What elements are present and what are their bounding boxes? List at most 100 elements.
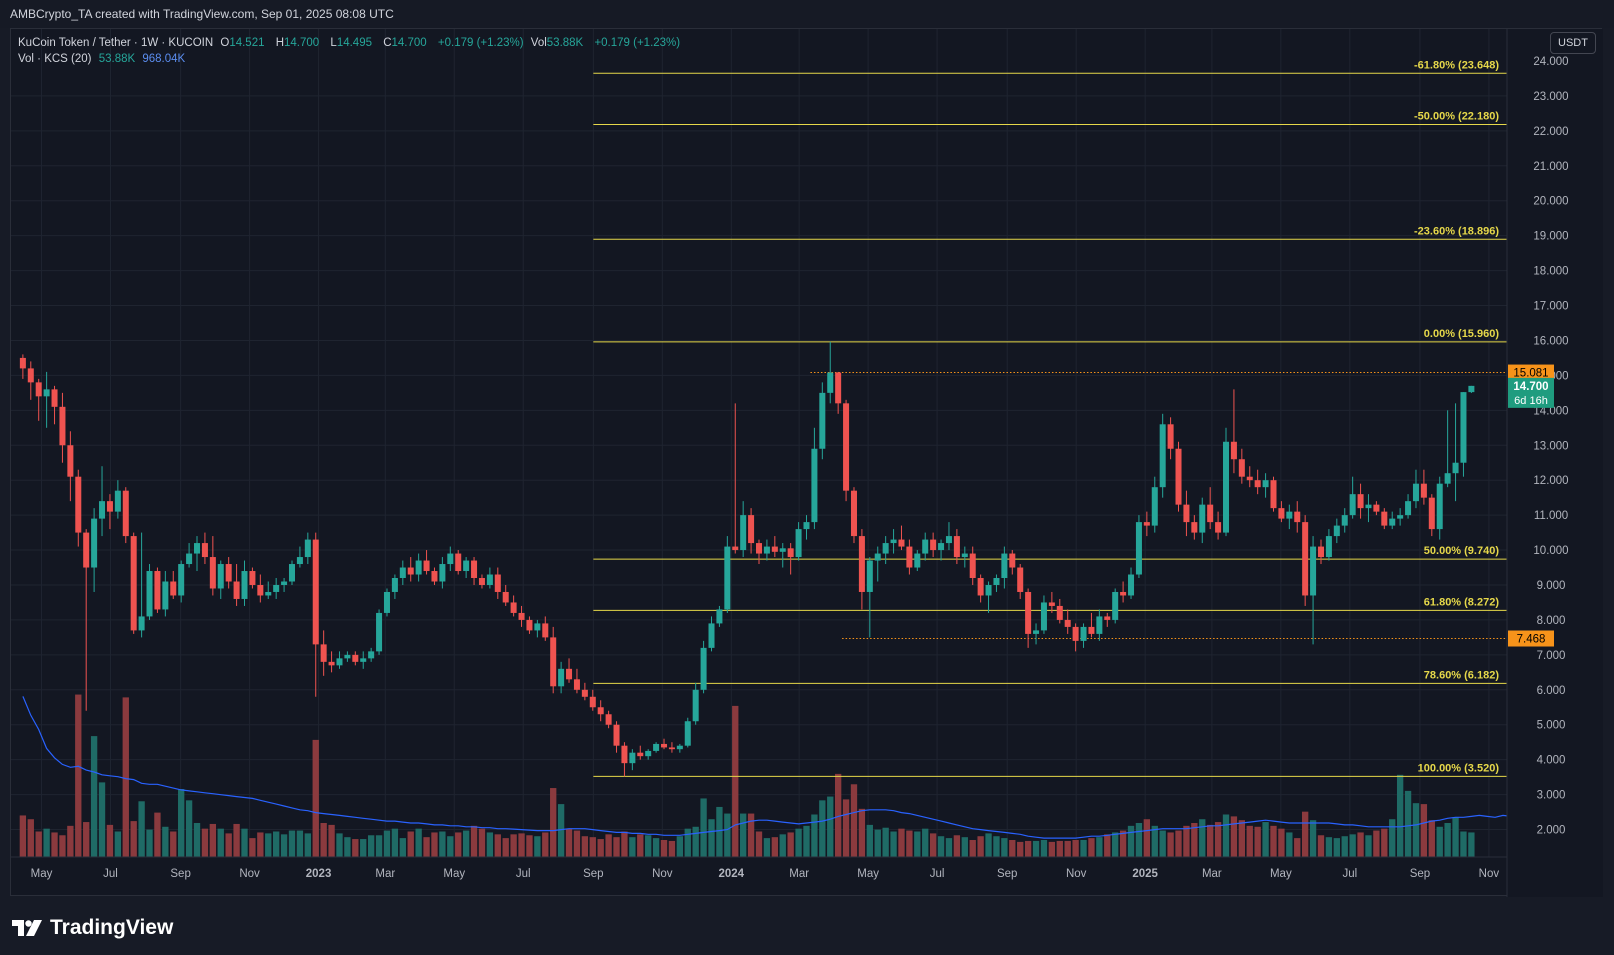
volume-bar xyxy=(842,799,850,857)
volume-bar xyxy=(233,823,240,857)
candle-body xyxy=(819,392,826,449)
volume-bar xyxy=(1317,835,1325,857)
volume-bar xyxy=(1214,822,1222,857)
volume-bar xyxy=(1056,840,1063,857)
candle xyxy=(668,742,675,753)
volume-bar xyxy=(724,813,731,857)
candle-body xyxy=(383,591,390,613)
volume-bar xyxy=(249,838,256,857)
volume-bar xyxy=(288,830,296,857)
price-tick-label: 17.000 xyxy=(1533,301,1568,313)
fibonacci-level-label: -50.00% (22.180) xyxy=(1414,111,1499,123)
candle-body xyxy=(1278,508,1285,519)
candle xyxy=(1381,508,1388,530)
candle-body xyxy=(43,389,50,397)
volume-bar xyxy=(1072,840,1079,857)
candle xyxy=(740,501,747,558)
legend-price-row: KuCoin Token / Tether · 1W · KUCOIN O14.… xyxy=(18,35,684,51)
candle-body xyxy=(1389,518,1396,526)
volume-bar xyxy=(518,833,525,857)
volume-bar xyxy=(83,822,90,857)
price-marker-tag xyxy=(1508,630,1554,647)
candle xyxy=(1452,403,1459,502)
volume-bar xyxy=(1199,819,1206,857)
volume-bar xyxy=(898,828,905,857)
candle xyxy=(407,557,414,582)
volume-bar xyxy=(1032,840,1040,857)
candle-body xyxy=(35,382,42,397)
time-tick-label: Mar xyxy=(789,868,809,880)
candle xyxy=(724,536,731,613)
candle-body xyxy=(146,571,153,617)
volume-bar xyxy=(122,697,129,857)
volume-bar xyxy=(557,804,565,857)
candle xyxy=(1254,469,1261,495)
candle-body xyxy=(684,721,691,746)
price-tick-label: 24.000 xyxy=(1533,56,1568,68)
chart-frame[interactable]: -61.80% (23.648) -50.00% (22.180) -23.60% … xyxy=(10,28,1603,897)
candle-body xyxy=(273,584,280,592)
candle xyxy=(1183,490,1190,537)
candle-body xyxy=(304,539,311,558)
tradingview-logo: TradingView xyxy=(12,916,173,940)
candle-body xyxy=(439,564,446,582)
candle-body xyxy=(1064,619,1071,627)
candle-countdown-label: 6d 16h xyxy=(1514,395,1548,407)
candle xyxy=(138,532,145,638)
candle xyxy=(985,581,992,613)
top-bar: AMBCrypto_TA created with TradingView.co… xyxy=(0,0,1614,28)
volume-bar xyxy=(534,836,541,857)
price-chart[interactable]: -61.80% (23.648) -50.00% (22.180) -23.60% … xyxy=(11,29,1603,897)
volume-bar xyxy=(1119,830,1127,857)
candle-body xyxy=(629,752,636,764)
candle xyxy=(779,543,786,568)
candle xyxy=(1025,588,1032,648)
legend-volume-row: Vol · KCS (20) 53.88K 968.04K xyxy=(18,51,684,67)
volume-bar xyxy=(170,831,177,857)
candle xyxy=(1143,511,1150,537)
candle xyxy=(59,392,66,463)
price-tick-label: 11.000 xyxy=(1534,510,1568,522)
volume-bar xyxy=(1341,836,1348,857)
volume-bar xyxy=(1452,817,1459,857)
candle-body xyxy=(407,567,414,575)
candle xyxy=(344,651,351,662)
candle xyxy=(233,564,240,606)
candle xyxy=(843,399,850,502)
volume-bar xyxy=(850,784,858,857)
candle-body xyxy=(344,654,351,659)
candle xyxy=(368,647,375,662)
candle xyxy=(716,605,723,627)
candle xyxy=(1112,588,1119,624)
legend-volume-indicator[interactable]: Vol · KCS (20) xyxy=(18,53,92,65)
candle-body xyxy=(1294,511,1301,523)
legend-volume-value: 53.88K xyxy=(98,53,136,65)
volume-bar xyxy=(1167,832,1174,857)
volume-bar xyxy=(565,828,573,857)
volume-bar xyxy=(67,825,74,857)
fibonacci-level-label: 0.00% (15.960) xyxy=(1424,328,1500,340)
volume-bar xyxy=(787,832,794,857)
volume-bar xyxy=(1159,830,1166,857)
candle xyxy=(273,578,280,599)
time-tick-label: Nov xyxy=(239,868,260,880)
candle xyxy=(1341,508,1348,533)
candle xyxy=(637,745,644,760)
candle-body xyxy=(67,445,74,477)
volume-bar xyxy=(550,788,557,857)
candle-body xyxy=(542,623,549,638)
time-tick-label: May xyxy=(857,868,879,880)
candle xyxy=(922,532,929,561)
volume-bar xyxy=(953,835,961,857)
currency-unit-button[interactable]: USDT xyxy=(1550,32,1596,54)
candle xyxy=(99,466,106,537)
candle xyxy=(898,525,905,551)
candle-body xyxy=(621,745,628,764)
time-tick-label: May xyxy=(443,868,465,880)
candle-body xyxy=(288,564,296,582)
candle xyxy=(201,532,208,565)
candle-body xyxy=(763,546,770,554)
price-tick-label: 4.000 xyxy=(1537,755,1566,767)
volume-bar xyxy=(779,834,786,857)
volume-bar xyxy=(1246,825,1253,857)
